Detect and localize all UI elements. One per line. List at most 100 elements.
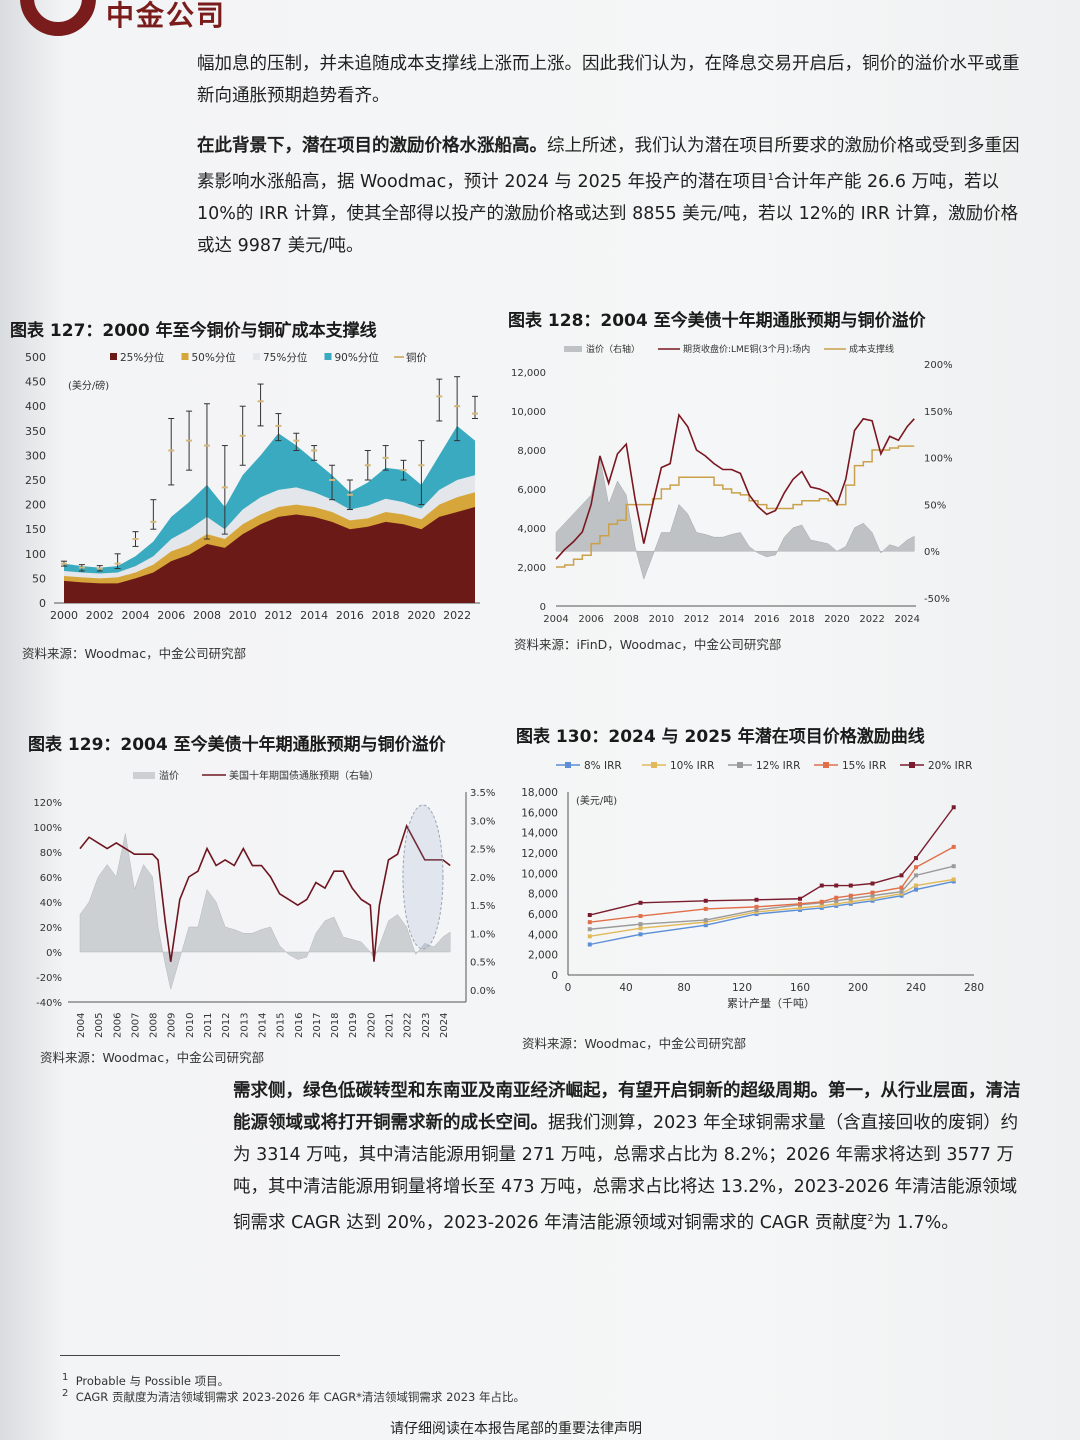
c130-point xyxy=(834,898,839,903)
c128-ytick-right: 200% xyxy=(924,360,953,371)
c130-point xyxy=(819,883,824,888)
c130-legend-label: 10% IRR xyxy=(670,760,714,772)
c130-point xyxy=(703,920,708,925)
c127-xtick: 2020 xyxy=(407,609,435,622)
c128-ytick-left: 6,000 xyxy=(517,485,546,496)
c128-legend-swatch xyxy=(564,346,582,352)
footnote-1-text: Probable 与 Possible 项目。 xyxy=(75,1373,230,1388)
c128-xtick: 2012 xyxy=(684,614,709,625)
c129-xtick: 2008 xyxy=(149,1013,160,1038)
c130-point xyxy=(870,896,875,901)
c130-point xyxy=(914,883,918,888)
c129-ytick-right: 2.5% xyxy=(470,845,495,856)
c130-legend-label: 12% IRR xyxy=(756,760,800,772)
c130-ytick: 0 xyxy=(551,970,558,982)
c128-xtick: 2014 xyxy=(719,614,744,625)
c127-legend-label: 90%分位 xyxy=(335,351,380,364)
c129-xtick: 2011 xyxy=(203,1013,214,1038)
c130-point xyxy=(899,885,904,890)
c130-ytick: 18,000 xyxy=(521,787,558,799)
c130-point xyxy=(754,897,759,902)
c129-xtick: 2005 xyxy=(94,1013,105,1038)
c130-point xyxy=(754,909,759,914)
c127-legend-swatch xyxy=(110,353,117,360)
c128-xtick: 2008 xyxy=(614,614,639,625)
c130-point xyxy=(899,889,904,894)
c130-point xyxy=(834,883,839,888)
c129-xtick: 2023 xyxy=(421,1013,432,1038)
c128-ytick-right: 0% xyxy=(924,547,940,558)
c130-ytick: 4,000 xyxy=(528,929,558,941)
c127-ytick: 250 xyxy=(25,474,46,487)
c130-point xyxy=(899,873,904,878)
c130-xtick: 280 xyxy=(964,982,984,994)
c129-legend-swatch xyxy=(133,772,155,779)
paragraph-3-body: 据我们测算，2023 年全球铜需求量（含直接回收的废铜）约为 3314 万吨，其… xyxy=(233,1113,1019,1233)
c130-ytick: 8,000 xyxy=(528,889,558,901)
c130-point xyxy=(798,901,802,906)
c128-ytick-left: 4,000 xyxy=(517,524,546,535)
c130-point xyxy=(754,912,759,916)
logo-icon xyxy=(20,0,96,36)
c128-price-line xyxy=(555,412,915,560)
c128-ytick-left: 2,000 xyxy=(517,563,546,574)
c127-xtick: 2014 xyxy=(300,609,328,622)
c129-ytick-right: 0.5% xyxy=(470,958,495,969)
c129-ytick-left: 40% xyxy=(40,898,62,909)
c127-xtick: 2022 xyxy=(443,609,471,622)
legal-notice[interactable]: 请仔细阅读在本报告尾部的重要法律声明 xyxy=(390,1421,642,1437)
c130-ytick: 14,000 xyxy=(521,828,558,840)
c128-legend-label: 溢价（右轴） xyxy=(586,343,640,355)
brand-name: 中金公司 xyxy=(106,0,227,32)
c127-unit: (美分/磅) xyxy=(68,379,109,392)
c129-xtick: 2009 xyxy=(167,1013,178,1038)
c129-legend-label: 溢价 xyxy=(159,769,179,782)
c130-point xyxy=(951,879,956,884)
c127-xtick: 2000 xyxy=(50,609,78,622)
chart-128-title: 图表 128：2004 至今美债十年期通胀预期与铜价溢价 xyxy=(508,311,926,331)
c130-point xyxy=(587,913,592,918)
c130-point xyxy=(870,890,875,895)
chart-127: 0 50 100 150 200 250 300 350 400 450 500 2000 2002 20… xyxy=(25,351,480,622)
c127-ytick: 200 xyxy=(25,499,46,512)
c129-xtick: 2013 xyxy=(239,1013,250,1038)
c129-highlight-ellipse xyxy=(402,804,444,950)
c130-point xyxy=(914,887,918,892)
c130-point xyxy=(819,899,824,904)
c130-point xyxy=(587,920,592,925)
c130-xtick: 40 xyxy=(619,982,632,994)
footnote-ref-2[interactable]: 2 xyxy=(867,1213,874,1224)
c130-point xyxy=(914,856,918,861)
c130-xlabel: 累计产量（千吨） xyxy=(727,996,815,1010)
c130-ytick: 10,000 xyxy=(521,868,558,880)
footnote-ref-1[interactable]: 1 xyxy=(767,172,774,183)
paragraph-3-tail: 为 1.7%。 xyxy=(873,1212,959,1233)
c129-xtick: 2022 xyxy=(403,1013,414,1038)
c127-ytick: 350 xyxy=(25,425,46,438)
c127-legend-label: 75%分位 xyxy=(263,351,308,364)
c130-xtick: 200 xyxy=(848,982,868,994)
c128-xtick: 2022 xyxy=(859,614,884,625)
c130-series-line xyxy=(589,846,955,923)
c128-legend-label: 期货收盘价:LME铜(3个月):场内 xyxy=(683,343,810,355)
c130-point xyxy=(951,805,956,810)
c129-inflation-line xyxy=(79,823,451,962)
c127-legend-label: 25%分位 xyxy=(120,351,165,364)
c130-point xyxy=(914,865,918,870)
c127-xtick: 2012 xyxy=(264,609,292,622)
c129-xtick: 2007 xyxy=(130,1013,141,1038)
c128-ytick-left: 10,000 xyxy=(511,407,546,418)
c130-point xyxy=(870,881,875,886)
c130-point xyxy=(848,899,853,904)
chart-129: -40% -20% 0% 20% 40% 60% 80% 100% 120% 0.0% 0.5% 1.… xyxy=(33,769,495,1038)
chart-127-source: 资料来源：Woodmac，中金公司研究部 xyxy=(22,646,247,661)
chart-130: 0 2,000 4,000 6,000 8,000 10,000 12,000 14,000 1… xyxy=(521,760,984,1010)
c130-legend-marker xyxy=(565,762,571,768)
c130-point xyxy=(951,864,956,869)
chart-127-title: 图表 127：2000 年至今铜价与铜矿成本支撑线 xyxy=(10,321,377,341)
c130-ytick: 2,000 xyxy=(528,950,558,962)
c128-ytick-left: 8,000 xyxy=(517,446,546,457)
chart-129-source: 资料来源：Woodmac，中金公司研究部 xyxy=(40,1050,265,1065)
c130-point xyxy=(848,896,853,901)
footnote-2-text: CAGR 贡献度为清洁领域铜需求 2023-2026 年 CAGR*清洁领域铜需… xyxy=(75,1389,526,1404)
